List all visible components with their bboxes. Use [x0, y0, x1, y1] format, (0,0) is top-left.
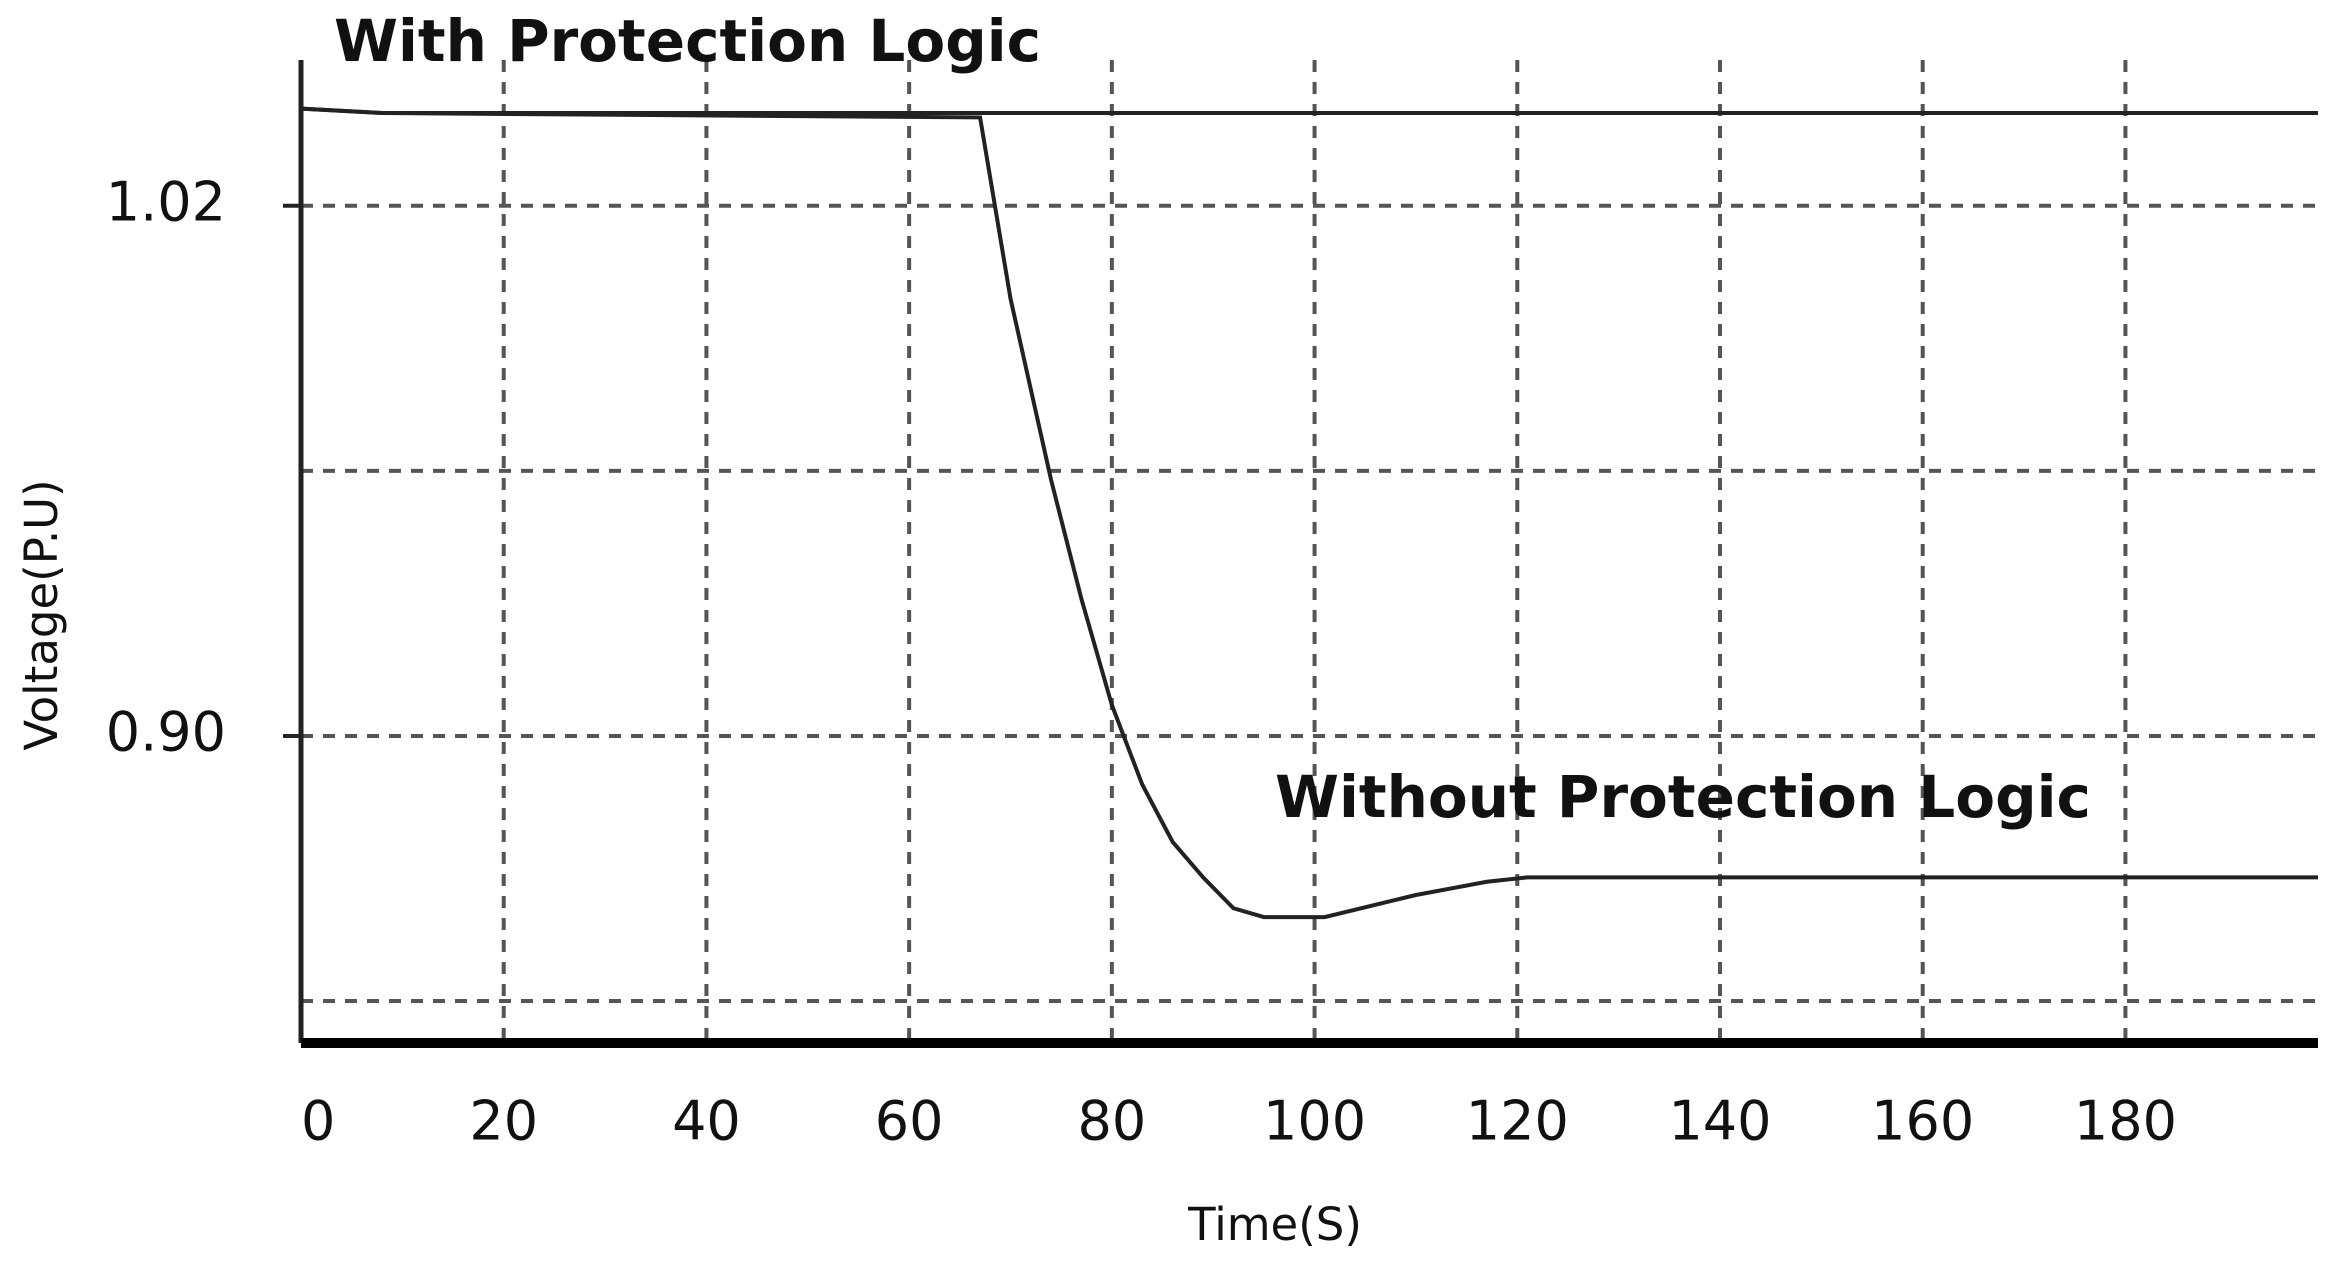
x-tick-label: 40 [672, 1090, 741, 1153]
x-tick-label: 100 [1263, 1090, 1366, 1153]
y-tick-label: 1.02 [106, 170, 226, 233]
x-tick-label: 60 [875, 1090, 944, 1153]
x-tick-label: 120 [1466, 1090, 1569, 1153]
x-tick-label: 0 [301, 1090, 335, 1153]
y-axis-title: Voltage(P.U) [15, 479, 68, 750]
series-annotation: Without Protection Logic [1275, 763, 2091, 831]
x-tick-label: 80 [1077, 1090, 1146, 1153]
x-axis-title: Time(S) [1187, 1198, 1362, 1251]
series-line [300, 106, 2318, 920]
series-annotation: With Protection Logic [334, 7, 1041, 75]
series-line [300, 106, 2318, 116]
y-tick-label: 0.90 [106, 701, 226, 764]
x-tick-label: 140 [1668, 1090, 1771, 1153]
x-tick-label: 160 [1871, 1090, 1974, 1153]
x-tick-label: 20 [469, 1090, 538, 1153]
x-tick-label: 180 [2074, 1090, 2177, 1153]
